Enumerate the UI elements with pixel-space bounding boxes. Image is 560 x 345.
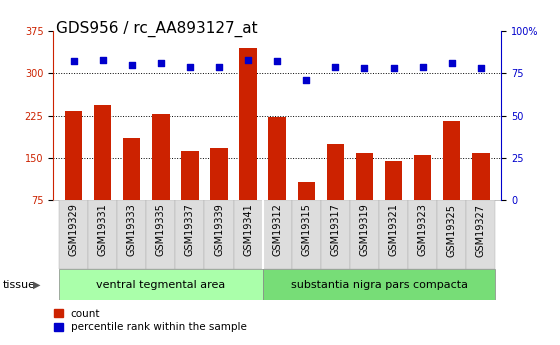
Bar — [321, 200, 350, 269]
Bar — [59, 269, 263, 300]
Text: GSM19339: GSM19339 — [214, 204, 224, 256]
Point — [69, 59, 78, 64]
Text: GSM19329: GSM19329 — [68, 204, 78, 256]
Text: GSM19325: GSM19325 — [447, 204, 457, 257]
Bar — [472, 153, 489, 200]
Text: GSM19327: GSM19327 — [476, 204, 486, 257]
Bar — [326, 144, 344, 200]
Text: GSM19317: GSM19317 — [330, 204, 340, 256]
Bar — [414, 155, 431, 200]
Point — [360, 66, 369, 71]
Bar — [94, 106, 111, 200]
Text: GSM19331: GSM19331 — [97, 204, 108, 256]
Text: substantia nigra pars compacta: substantia nigra pars compacta — [291, 280, 468, 289]
Text: GSM19321: GSM19321 — [389, 204, 399, 256]
Text: GSM19337: GSM19337 — [185, 204, 195, 256]
Point — [127, 62, 136, 68]
Point — [418, 64, 427, 69]
Text: GSM19341: GSM19341 — [243, 204, 253, 256]
Point — [389, 66, 398, 71]
Point — [447, 60, 456, 66]
Bar — [292, 200, 321, 269]
Text: GSM19319: GSM19319 — [360, 204, 370, 256]
Bar — [379, 200, 408, 269]
Point — [244, 57, 253, 62]
Bar — [175, 200, 204, 269]
Bar — [152, 114, 170, 200]
Text: GSM19335: GSM19335 — [156, 204, 166, 256]
Point — [331, 64, 340, 69]
Point — [185, 64, 194, 69]
Text: ▶: ▶ — [32, 280, 40, 289]
Bar — [466, 200, 496, 269]
Bar — [181, 150, 199, 200]
Bar — [117, 200, 146, 269]
Point — [273, 59, 282, 64]
Text: GSM19315: GSM19315 — [301, 204, 311, 256]
Text: GSM19312: GSM19312 — [272, 204, 282, 256]
Point — [302, 77, 311, 83]
Bar — [146, 200, 175, 269]
Bar — [123, 138, 141, 200]
Text: GDS956 / rc_AA893127_at: GDS956 / rc_AA893127_at — [56, 21, 258, 37]
Point — [98, 57, 107, 62]
Text: ventral tegmental area: ventral tegmental area — [96, 280, 226, 289]
Bar — [211, 148, 228, 200]
Legend: count, percentile rank within the sample: count, percentile rank within the sample — [50, 305, 251, 336]
Bar — [437, 200, 466, 269]
Bar — [65, 111, 82, 200]
Text: GSM19323: GSM19323 — [418, 204, 428, 256]
Bar — [268, 117, 286, 200]
Text: GSM19333: GSM19333 — [127, 204, 137, 256]
Point — [477, 66, 486, 71]
Bar — [443, 121, 460, 200]
Bar — [239, 48, 257, 200]
Bar — [59, 200, 88, 269]
Bar — [408, 200, 437, 269]
Point — [214, 64, 223, 69]
Bar — [234, 200, 263, 269]
Bar — [263, 269, 496, 300]
Text: tissue: tissue — [3, 280, 36, 289]
Bar — [350, 200, 379, 269]
Bar — [204, 200, 234, 269]
Bar — [297, 181, 315, 200]
Bar — [263, 200, 292, 269]
Bar — [356, 153, 373, 200]
Bar — [88, 200, 117, 269]
Point — [156, 60, 165, 66]
Bar — [385, 161, 402, 200]
